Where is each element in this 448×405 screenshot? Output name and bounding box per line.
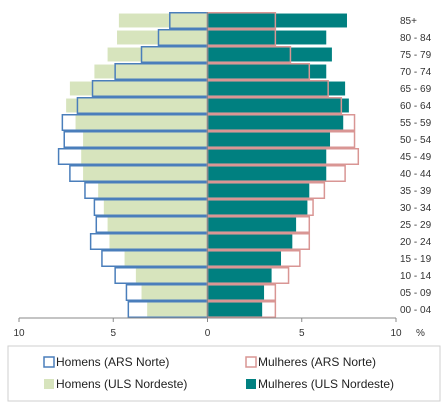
category-label: 00 - 04 xyxy=(400,305,432,316)
bar-homens-uls-nordeste-85 xyxy=(118,13,208,28)
bar-homens-uls-nordeste-15-19 xyxy=(124,251,208,266)
bar-mulheres-uls-nordeste-70-74 xyxy=(207,64,327,79)
legend-swatch-homens-ars-norte xyxy=(43,356,55,368)
bar-mulheres-uls-nordeste-45-49 xyxy=(207,149,327,164)
bar-homens-uls-nordeste-35-39 xyxy=(98,183,208,198)
legend: Homens (ARS Norte) Mulheres (ARS Norte) … xyxy=(7,345,441,402)
category-label: 80 - 84 xyxy=(400,33,432,44)
bar-mulheres-uls-nordeste-15-19 xyxy=(207,251,282,266)
legend-box xyxy=(7,345,441,402)
x-tick-label: 0 xyxy=(205,328,211,339)
plot-area xyxy=(57,12,360,318)
legend-label-mulheres-uls-nordeste: Mulheres (ULS Nordeste) xyxy=(258,377,394,391)
bar-mulheres-uls-nordeste-05-09 xyxy=(207,285,265,300)
category-label: 45 - 49 xyxy=(400,152,432,163)
bar-mulheres-uls-nordeste-80-84 xyxy=(207,30,327,45)
legend-label-homens-ars-norte: Homens (ARS Norte) xyxy=(56,355,169,369)
x-axis-unit-label: % xyxy=(416,328,425,339)
bar-mulheres-uls-nordeste-55-59 xyxy=(207,115,344,130)
x-axis: 10 5 0 5 10 xyxy=(13,12,402,339)
category-label: 30 - 34 xyxy=(400,203,432,214)
bar-mulheres-uls-nordeste-50-54 xyxy=(207,132,331,147)
category-label: 40 - 44 xyxy=(400,169,432,180)
category-label: 15 - 19 xyxy=(400,254,432,265)
bar-mulheres-uls-nordeste-10-14 xyxy=(207,268,272,283)
x-tick-label: 5 xyxy=(299,328,305,339)
bar-mulheres-uls-nordeste-85 xyxy=(207,13,347,28)
bar-homens-uls-nordeste-40-44 xyxy=(83,166,208,181)
legend-label-mulheres-ars-norte: Mulheres (ARS Norte) xyxy=(258,355,376,369)
category-label: 05 - 09 xyxy=(400,288,432,299)
bar-mulheres-uls-nordeste-35-39 xyxy=(207,183,310,198)
bar-homens-uls-nordeste-45-49 xyxy=(81,149,208,164)
bar-homens-uls-nordeste-10-14 xyxy=(135,268,208,283)
category-label: 50 - 54 xyxy=(400,135,432,146)
category-label: 35 - 39 xyxy=(400,186,432,197)
bar-mulheres-uls-nordeste-00-04 xyxy=(207,302,263,317)
category-label: 75 - 79 xyxy=(400,50,432,61)
bar-homens-uls-nordeste-00-04 xyxy=(147,302,208,317)
category-label: 70 - 74 xyxy=(400,67,432,78)
bar-homens-uls-nordeste-05-09 xyxy=(141,285,208,300)
bar-homens-uls-nordeste-75-79 xyxy=(107,47,208,62)
bar-mulheres-uls-nordeste-25-29 xyxy=(207,217,297,232)
bar-mulheres-uls-nordeste-20-24 xyxy=(207,234,293,249)
category-labels: 00 - 04 05 - 09 10 - 14 15 - 19 20 - 24 25 - … xyxy=(400,16,432,316)
category-label: 10 - 14 xyxy=(400,271,432,282)
bar-mulheres-uls-nordeste-65-69 xyxy=(207,81,346,96)
bar-homens-uls-nordeste-25-29 xyxy=(107,217,208,232)
legend-swatch-mulheres-ars-norte xyxy=(245,356,257,368)
legend-swatch-homens-uls-nordeste xyxy=(44,379,54,389)
bar-mulheres-uls-nordeste-75-79 xyxy=(207,47,332,62)
bar-mulheres-uls-nordeste-60-64 xyxy=(207,98,349,113)
bar-homens-uls-nordeste-20-24 xyxy=(109,234,208,249)
category-label: 55 - 59 xyxy=(400,118,432,129)
category-label: 85+ xyxy=(400,16,417,27)
x-tick-label: 5 xyxy=(110,328,116,339)
x-tick-label: 10 xyxy=(390,328,402,339)
bar-homens-uls-nordeste-55-59 xyxy=(75,115,208,130)
category-label: 60 - 64 xyxy=(400,101,432,112)
bar-homens-uls-nordeste-70-74 xyxy=(94,64,208,79)
category-label: 20 - 24 xyxy=(400,237,432,248)
bar-homens-uls-nordeste-30-34 xyxy=(103,200,208,215)
category-label: 25 - 29 xyxy=(400,220,432,231)
bar-homens-uls-nordeste-60-64 xyxy=(66,98,208,113)
bar-mulheres-uls-nordeste-30-34 xyxy=(207,200,308,215)
category-label: 65 - 69 xyxy=(400,84,432,95)
legend-swatch-mulheres-uls-nordeste xyxy=(246,379,256,389)
bar-homens-uls-nordeste-65-69 xyxy=(69,81,208,96)
bar-homens-uls-nordeste-50-54 xyxy=(83,132,208,147)
bar-homens-uls-nordeste-80-84 xyxy=(117,30,208,45)
x-tick-label: 10 xyxy=(13,328,25,339)
bar-mulheres-uls-nordeste-40-44 xyxy=(207,166,327,181)
legend-label-homens-uls-nordeste: Homens (ULS Nordeste) xyxy=(56,377,187,391)
